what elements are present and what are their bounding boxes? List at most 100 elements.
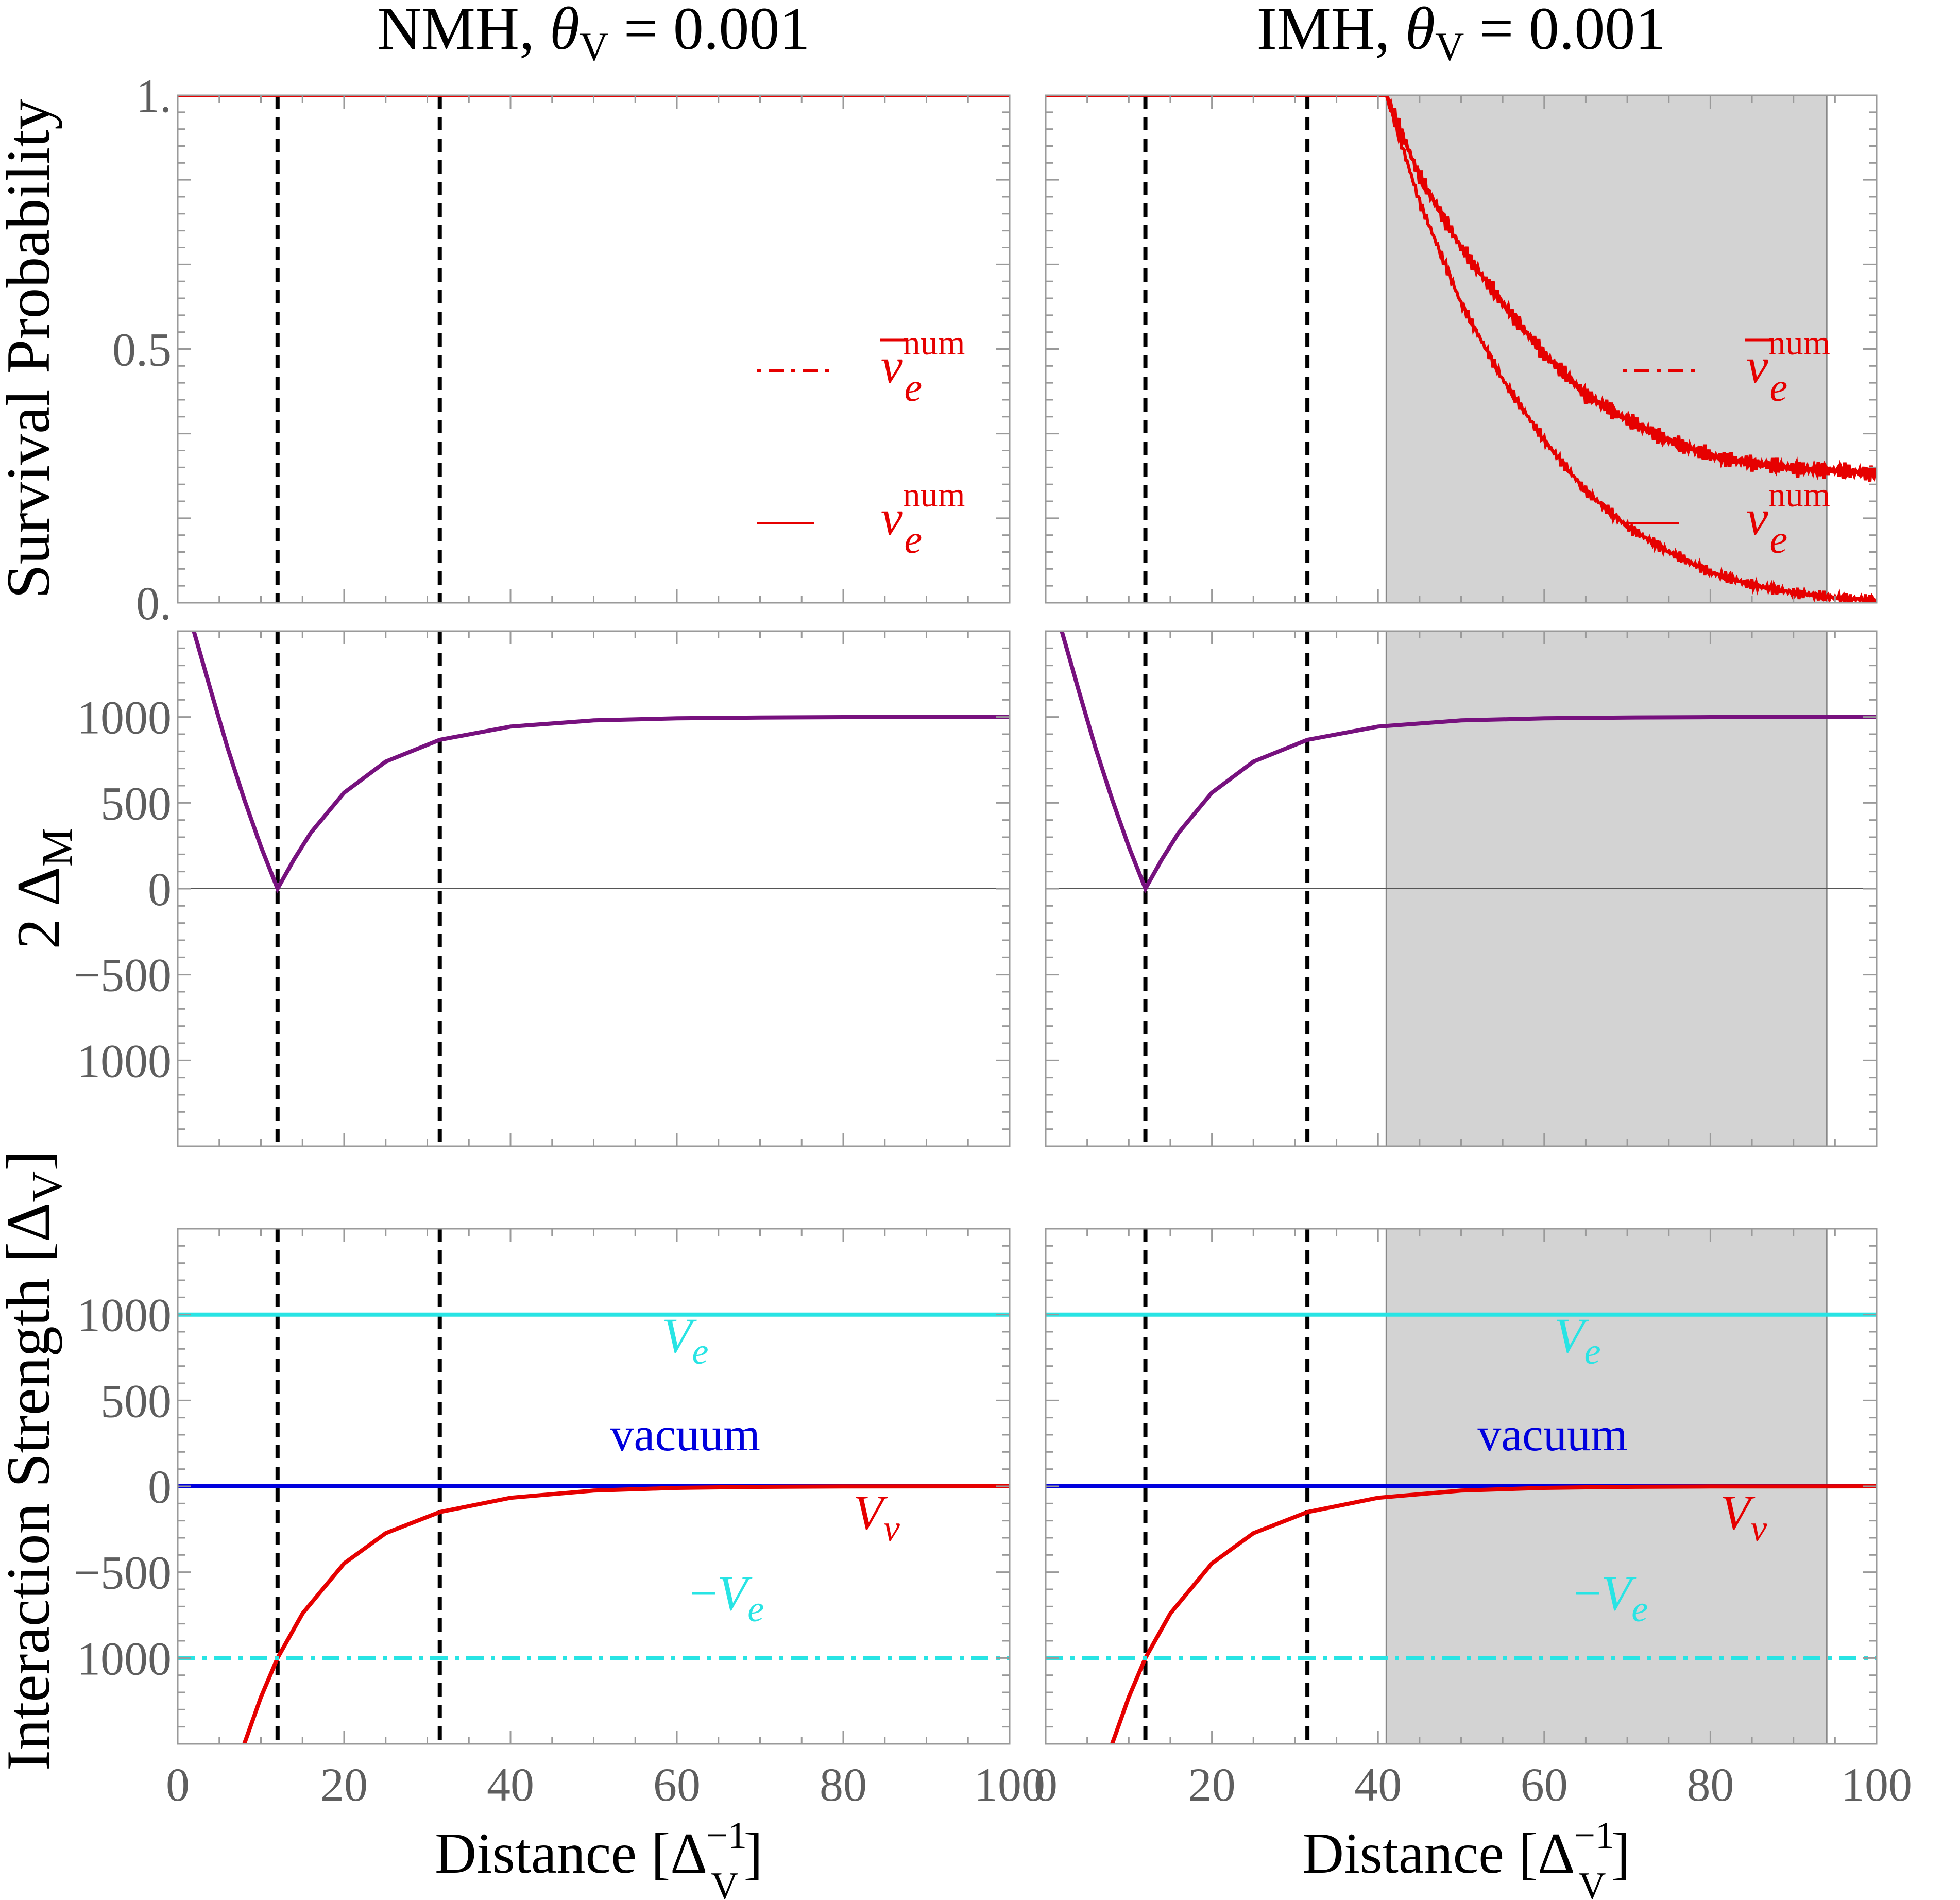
ylabel-survival-text: Survival Probability: [0, 99, 62, 599]
column-title-imh: IMH, θV = 0.001: [1257, 0, 1666, 69]
legend-label: νnum e: [1746, 323, 1831, 410]
annotation-main: vacuum: [610, 1408, 760, 1461]
xlabel-main: Distance [Δ: [435, 1822, 707, 1886]
y-tick-label: 500: [100, 1375, 172, 1427]
x-tick-label: 80: [820, 1758, 867, 1811]
x-tick-label: 0: [1034, 1758, 1058, 1811]
x-tick-label: 100: [974, 1758, 1045, 1811]
annotation-main: V: [662, 1308, 697, 1363]
y-tick-label: 1000: [77, 1289, 172, 1342]
x-tick-label: 100: [1841, 1758, 1912, 1811]
annotation-cyan: Ve: [662, 1308, 709, 1372]
title-theta: θ: [550, 0, 580, 62]
title-subscript: V: [580, 24, 608, 69]
annotation-sub: e: [1631, 1588, 1648, 1630]
title-suffix: = 0.001: [608, 0, 810, 62]
series-2-delta-m: [192, 631, 1010, 894]
x-tick-label: 60: [653, 1758, 701, 1811]
annotation-red: Vν: [1720, 1485, 1767, 1549]
x-tick-label: 20: [1188, 1758, 1236, 1811]
legend-base: ν: [1746, 490, 1768, 545]
y-tick-label: −500: [74, 1547, 172, 1599]
panel-contents: [178, 631, 1010, 1146]
legend-base: ν: [881, 338, 903, 393]
x-tick-label: 40: [1354, 1758, 1402, 1811]
legend-label: νnum e: [881, 475, 965, 562]
ylabel-interaction-end: ]: [0, 1150, 62, 1171]
x-tick-label: 60: [1521, 1758, 1568, 1811]
annotation-main: V: [718, 1566, 753, 1621]
y-axis-label-survival: Survival Probability: [0, 99, 62, 599]
annotation-main: V: [1554, 1308, 1589, 1363]
shaded-region: [1385, 95, 1828, 603]
series-antinu-e: [1046, 95, 1877, 482]
panel-frame: [1045, 94, 1878, 604]
ylabel-delta-sub: M: [33, 828, 81, 867]
title-suffix: = 0.001: [1464, 0, 1665, 62]
title-prefix: NMH,: [378, 0, 550, 62]
annotation-main: V: [853, 1485, 888, 1540]
x-tick-label: 0: [166, 1758, 190, 1811]
panel-contents: [178, 1229, 1010, 1744]
legend-label: νnum e: [1746, 475, 1831, 562]
y-axis-label-interaction: Interaction Strength [ΔV]: [0, 1150, 71, 1771]
x-tick-label: 40: [487, 1758, 534, 1811]
ylabel-delta-main: 2 Δ: [4, 867, 73, 949]
panel-frame: [177, 94, 1011, 604]
y-tick-label: 1000: [77, 691, 172, 744]
column-title-nmh: NMH, θV = 0.001: [378, 0, 810, 69]
annotation-red: Vν: [853, 1485, 900, 1549]
panel-contents: [1046, 95, 1877, 603]
legend-sub: e: [905, 517, 923, 562]
panel-contents: [178, 95, 1010, 603]
xlabel-sup: −1: [706, 1814, 747, 1857]
title-theta: θ: [1405, 0, 1435, 62]
annotation-prefix: −: [1573, 1566, 1601, 1621]
legend-base: ν: [881, 490, 903, 545]
panel-interaction-1: 0 20 40 60 80 100 Ve vacuum Vν − Ve: [1034, 1228, 1912, 1811]
legend-sub: e: [1770, 365, 1788, 410]
panel-frame: [177, 630, 1011, 1147]
series-nu-e: [1046, 95, 1877, 603]
legend-base: ν: [1746, 338, 1768, 393]
x-tick-label: 80: [1686, 1758, 1734, 1811]
panel-frame: [1045, 1228, 1878, 1745]
annotation-main: V: [1720, 1485, 1756, 1540]
y-tick-label: 0: [148, 863, 172, 915]
y-axis-label-delta: 2 ΔM: [4, 828, 81, 949]
x-tick-label: 20: [320, 1758, 368, 1811]
panel-delta-0: 1000 500 0 −500 1000: [74, 630, 1011, 1147]
legend-sub: e: [1770, 517, 1788, 562]
xlabel-main: Distance [Δ: [1302, 1822, 1575, 1886]
annotation-main: vacuum: [1477, 1408, 1627, 1461]
series-2-delta-m: [1060, 631, 1877, 894]
xlabel-end: ]: [1611, 1822, 1630, 1886]
legend-sup: num: [1768, 475, 1831, 514]
legend-sup: num: [903, 475, 965, 514]
ylabel-interaction-main: Interaction Strength [Δ: [0, 1202, 62, 1771]
y-tick-label: 500: [100, 777, 172, 829]
y-tick-label: 0.5: [112, 324, 172, 376]
annotation-cyan: Ve: [1554, 1308, 1601, 1372]
panel-frame: [177, 1228, 1011, 1745]
legend-label: νnum e: [881, 323, 965, 410]
xlabel-sub: V: [711, 1865, 738, 1900]
annotation-sub: e: [747, 1588, 764, 1630]
panel-frame: [1045, 630, 1878, 1147]
annotation-sub: ν: [883, 1507, 900, 1549]
annotation-sub: e: [692, 1331, 708, 1372]
panel-contents: [1046, 1229, 1877, 1744]
annotation-blue: vacuum: [610, 1408, 760, 1461]
annotation-cyan: −Ve: [690, 1566, 764, 1630]
x-axis-label-0: Distance [Δ−1 V]: [435, 1814, 763, 1900]
legend-sup: num: [1768, 323, 1831, 362]
x-axis-label-1: Distance [Δ−1 V]: [1302, 1814, 1630, 1900]
y-tick-label: 1000: [77, 1632, 172, 1685]
xlabel-sub: V: [1578, 1865, 1606, 1900]
y-tick-label: 1.: [136, 70, 172, 122]
annotation-prefix: −: [690, 1566, 718, 1621]
title-subscript: V: [1435, 24, 1464, 69]
